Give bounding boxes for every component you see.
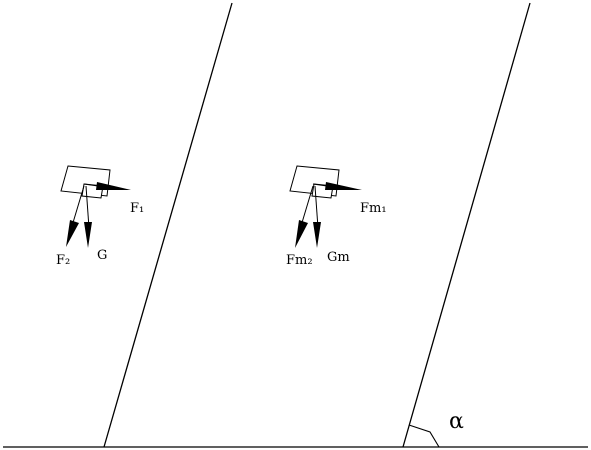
- fm2-label: Fm₂: [286, 253, 313, 268]
- f2-label: F₂: [56, 253, 70, 268]
- g-arrow-head: [84, 222, 92, 248]
- f2-arrow-head: [66, 220, 79, 247]
- gm-arrow-head: [313, 222, 321, 248]
- fm1-arrow-head: [325, 182, 362, 190]
- fm2-arrow-shaft: [300, 185, 314, 227]
- fm1-label: Fm₁: [360, 201, 387, 216]
- gm-label: Gm: [327, 250, 350, 265]
- left-incline-line: [103, 2, 233, 448]
- fm2-arrow-head: [295, 220, 308, 248]
- left-block-group: F₁ F₂ G: [56, 165, 144, 268]
- f2-arrow-shaft: [71, 185, 85, 227]
- angle-label: α: [449, 409, 464, 434]
- right-block-group: Fm₁ Fm₂ Gm: [286, 165, 387, 268]
- gm-arrow-shaft: [314, 185, 319, 229]
- g-arrow-shaft: [85, 185, 90, 229]
- f1-label: F₁: [130, 201, 144, 216]
- right-incline-line: [402, 2, 531, 448]
- g-label: G: [97, 248, 107, 263]
- f1-arrow-head: [96, 182, 131, 190]
- angle-arc: [408, 424, 440, 448]
